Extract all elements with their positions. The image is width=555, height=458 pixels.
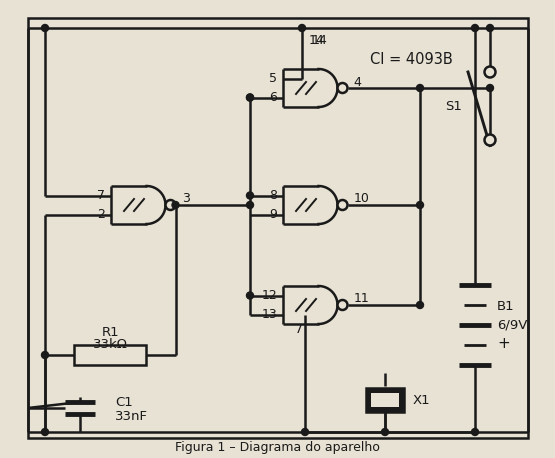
- Text: 7: 7: [98, 189, 105, 202]
- Text: 8: 8: [270, 189, 278, 202]
- Text: Figura 1 – Diagrama do aparelho: Figura 1 – Diagrama do aparelho: [175, 442, 380, 454]
- Circle shape: [416, 202, 423, 208]
- Text: 14: 14: [309, 33, 325, 47]
- Circle shape: [172, 202, 179, 208]
- Text: 33kΩ: 33kΩ: [93, 338, 128, 350]
- Bar: [366, 388, 404, 412]
- Circle shape: [165, 200, 175, 210]
- Circle shape: [337, 83, 347, 93]
- Text: 3: 3: [183, 192, 190, 206]
- Text: +: +: [497, 336, 509, 350]
- Circle shape: [42, 429, 48, 436]
- Text: 6: 6: [270, 91, 278, 104]
- Text: 12: 12: [262, 289, 278, 302]
- Circle shape: [381, 429, 388, 436]
- Text: 6/9V: 6/9V: [497, 318, 527, 332]
- Circle shape: [487, 24, 493, 32]
- Circle shape: [416, 84, 423, 92]
- Text: 5: 5: [270, 72, 278, 85]
- Text: B1: B1: [497, 300, 514, 313]
- Text: 9: 9: [270, 208, 278, 221]
- Circle shape: [299, 24, 305, 32]
- Text: CI = 4093B: CI = 4093B: [370, 53, 453, 67]
- Circle shape: [416, 301, 423, 309]
- Text: 13: 13: [262, 308, 278, 321]
- Text: S1: S1: [445, 99, 462, 113]
- Text: 14: 14: [312, 33, 328, 47]
- Circle shape: [246, 202, 254, 208]
- Text: 11: 11: [354, 293, 369, 305]
- Circle shape: [246, 192, 254, 199]
- Text: 7: 7: [295, 323, 303, 336]
- Circle shape: [337, 200, 347, 210]
- Circle shape: [472, 24, 478, 32]
- Circle shape: [42, 24, 48, 32]
- Text: X1: X1: [413, 393, 431, 407]
- Bar: [371, 393, 399, 407]
- Text: 2: 2: [98, 208, 105, 221]
- Circle shape: [42, 351, 48, 359]
- Circle shape: [485, 66, 496, 77]
- Circle shape: [301, 429, 309, 436]
- FancyBboxPatch shape: [74, 345, 147, 365]
- Text: 4: 4: [354, 76, 361, 88]
- Circle shape: [487, 84, 493, 92]
- Circle shape: [485, 135, 496, 146]
- Circle shape: [246, 94, 254, 101]
- Circle shape: [337, 300, 347, 310]
- Text: 33nF: 33nF: [115, 409, 148, 422]
- Circle shape: [246, 292, 254, 299]
- Text: 10: 10: [354, 192, 370, 206]
- Circle shape: [472, 429, 478, 436]
- Text: R1: R1: [102, 327, 119, 339]
- Circle shape: [246, 94, 254, 101]
- Text: C1: C1: [115, 397, 133, 409]
